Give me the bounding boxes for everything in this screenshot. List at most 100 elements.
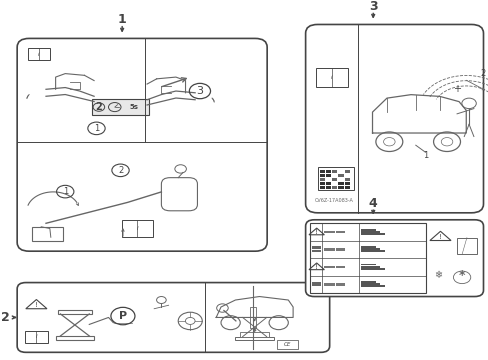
Bar bbox=[32, 227, 63, 241]
Bar bbox=[235, 337, 273, 340]
Text: i: i bbox=[331, 75, 332, 80]
Circle shape bbox=[185, 318, 195, 324]
Bar bbox=[361, 281, 375, 283]
Bar bbox=[331, 174, 337, 177]
Bar bbox=[311, 246, 320, 249]
Circle shape bbox=[383, 138, 394, 146]
Bar bbox=[317, 167, 353, 190]
Bar bbox=[344, 182, 349, 185]
FancyBboxPatch shape bbox=[161, 177, 197, 211]
Bar bbox=[338, 182, 343, 185]
Text: 3: 3 bbox=[368, 0, 377, 13]
Bar bbox=[338, 170, 343, 174]
Bar bbox=[344, 178, 349, 181]
Bar bbox=[310, 223, 425, 241]
Bar bbox=[28, 48, 49, 60]
Bar bbox=[336, 248, 345, 251]
Bar bbox=[310, 276, 425, 293]
Bar bbox=[361, 233, 385, 235]
Text: P: P bbox=[119, 311, 127, 321]
Bar bbox=[331, 186, 337, 189]
Bar bbox=[240, 332, 268, 337]
Bar bbox=[361, 246, 375, 248]
Bar bbox=[324, 266, 334, 268]
Bar bbox=[276, 340, 298, 349]
Bar bbox=[319, 174, 324, 177]
Bar bbox=[338, 186, 343, 189]
Bar bbox=[310, 241, 425, 258]
Bar bbox=[310, 223, 425, 293]
Bar bbox=[361, 248, 379, 250]
Bar bbox=[325, 182, 330, 185]
Text: !: ! bbox=[438, 234, 441, 240]
Text: !: ! bbox=[35, 302, 38, 308]
Text: !: ! bbox=[315, 264, 318, 270]
Bar bbox=[344, 174, 349, 177]
Bar bbox=[311, 250, 320, 252]
Bar bbox=[336, 266, 345, 268]
Text: ❄: ❄ bbox=[433, 270, 441, 280]
Bar bbox=[361, 231, 379, 233]
Text: +: + bbox=[452, 84, 460, 94]
Text: 1: 1 bbox=[62, 187, 68, 196]
Text: 1: 1 bbox=[422, 151, 427, 160]
Bar bbox=[361, 285, 385, 287]
Text: 2: 2 bbox=[118, 166, 123, 175]
Bar bbox=[325, 174, 330, 177]
Bar bbox=[361, 251, 385, 252]
Bar bbox=[319, 186, 324, 189]
Bar bbox=[324, 248, 334, 251]
FancyBboxPatch shape bbox=[305, 24, 483, 213]
Text: i: i bbox=[36, 334, 37, 339]
Text: !: ! bbox=[315, 229, 318, 235]
Bar bbox=[319, 170, 324, 174]
Bar bbox=[361, 264, 375, 265]
Bar bbox=[122, 220, 153, 237]
Bar bbox=[91, 99, 149, 116]
Bar bbox=[319, 182, 324, 185]
FancyBboxPatch shape bbox=[17, 39, 266, 251]
Bar bbox=[344, 170, 349, 174]
Bar bbox=[310, 258, 425, 276]
Bar bbox=[325, 178, 330, 181]
Text: *: * bbox=[458, 269, 465, 282]
Bar bbox=[319, 178, 324, 181]
Bar bbox=[338, 174, 343, 177]
Text: 5s: 5s bbox=[129, 104, 138, 110]
Circle shape bbox=[440, 138, 452, 146]
Text: 2: 2 bbox=[95, 102, 102, 112]
Text: i: i bbox=[38, 51, 40, 57]
Bar bbox=[344, 186, 349, 189]
Text: 1: 1 bbox=[94, 124, 99, 133]
Bar bbox=[325, 170, 330, 174]
Bar bbox=[456, 238, 475, 254]
Bar bbox=[361, 268, 385, 270]
Text: 2: 2 bbox=[1, 311, 10, 324]
Bar bbox=[56, 336, 94, 340]
Bar bbox=[25, 331, 48, 343]
Bar bbox=[249, 307, 255, 328]
Bar bbox=[336, 231, 345, 233]
Bar bbox=[324, 283, 334, 286]
Text: 2: 2 bbox=[480, 69, 485, 78]
Bar bbox=[361, 229, 375, 231]
Bar bbox=[331, 182, 337, 185]
Bar bbox=[361, 266, 379, 267]
Bar bbox=[325, 186, 330, 189]
Text: i: i bbox=[136, 226, 138, 231]
Text: 3: 3 bbox=[196, 86, 203, 96]
Bar bbox=[316, 68, 347, 87]
Bar bbox=[58, 310, 91, 314]
Text: 1: 1 bbox=[118, 13, 126, 26]
Text: CE: CE bbox=[284, 342, 291, 347]
Bar bbox=[324, 231, 334, 233]
Text: 4: 4 bbox=[368, 197, 377, 210]
Bar bbox=[311, 282, 320, 287]
Bar bbox=[361, 283, 379, 285]
Bar bbox=[331, 178, 337, 181]
Text: CV6Z-17A083-A: CV6Z-17A083-A bbox=[315, 198, 353, 203]
Bar bbox=[338, 178, 343, 181]
Bar bbox=[331, 170, 337, 174]
FancyBboxPatch shape bbox=[305, 220, 483, 297]
FancyBboxPatch shape bbox=[17, 283, 329, 352]
